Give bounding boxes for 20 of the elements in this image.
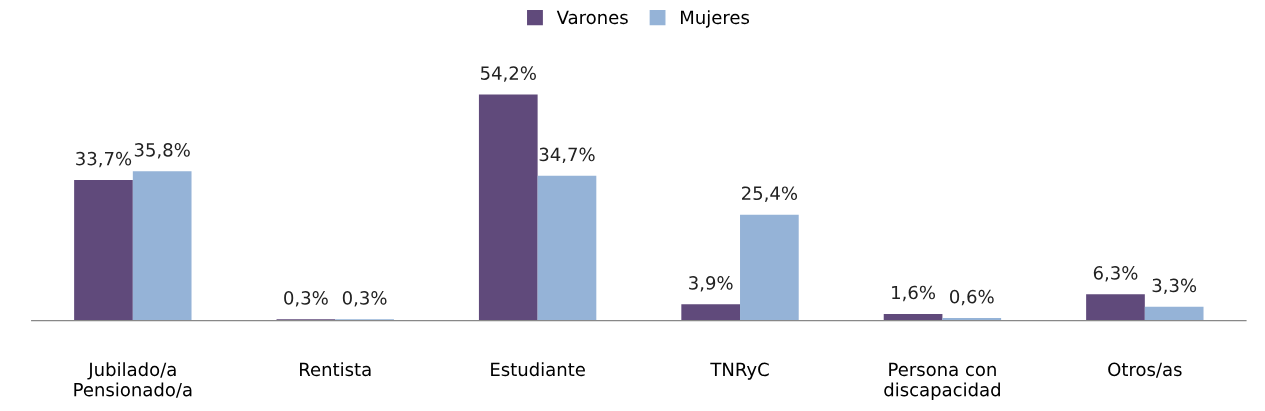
- x-tick-label: Jubilado/a Pensionado/a: [74, 362, 192, 398]
- x-tick-label: Estudiante: [491, 362, 585, 377]
- legend-label: Mujeres: [681, 10, 750, 28]
- x-tick-label: Otros/as: [1108, 362, 1182, 378]
- x-tick-label: TNRyC: [710, 362, 769, 380]
- data-label: 1,6%: [892, 285, 936, 302]
- legend-label: Varones: [556, 10, 628, 25]
- x-tick-label: Rentista: [300, 362, 371, 377]
- data-label: 6,3%: [1093, 266, 1138, 282]
- data-label: 54,2%: [480, 66, 536, 82]
- data-label: 34,7%: [539, 147, 595, 164]
- data-label: 0,3%: [342, 291, 387, 307]
- data-label: 3,3%: [1152, 278, 1197, 295]
- data-label: 3,9%: [689, 276, 733, 292]
- data-label: 35,8%: [134, 143, 190, 159]
- data-label: 25,4%: [742, 186, 798, 202]
- data-label: 0,6%: [950, 289, 994, 306]
- data-label: 0,3%: [284, 291, 328, 307]
- data-label: 33,7%: [76, 151, 132, 168]
- x-tick-label: Persona con discapacidad: [884, 362, 1000, 400]
